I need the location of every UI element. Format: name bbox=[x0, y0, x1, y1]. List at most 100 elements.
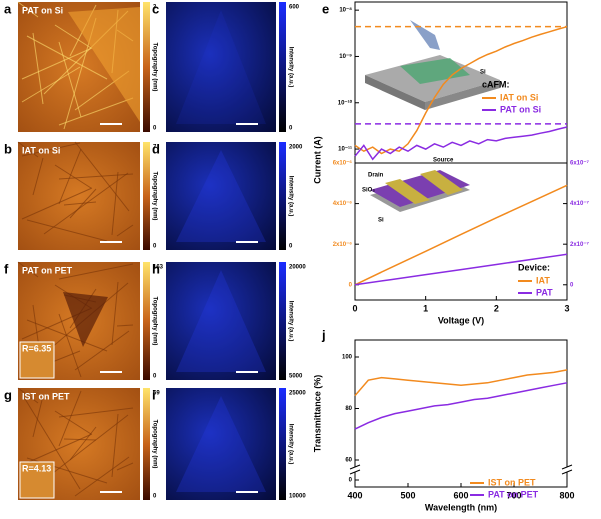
panel-letter: a bbox=[4, 1, 12, 16]
flake bbox=[63, 292, 108, 347]
texture bbox=[17, 387, 39, 404]
image bbox=[166, 262, 276, 380]
colorbar-label: Intensity (a.u.) bbox=[287, 47, 293, 88]
texture bbox=[54, 24, 92, 49]
image bbox=[166, 142, 276, 250]
texture bbox=[116, 324, 134, 327]
colorbar-label: Topography (nm) bbox=[151, 297, 157, 346]
legend-label: IST on PET bbox=[488, 477, 536, 487]
colorbar-max: 7 bbox=[153, 145, 157, 151]
device-inset bbox=[370, 170, 470, 212]
x-tick-label: 1 bbox=[423, 303, 428, 313]
colorbar bbox=[143, 2, 150, 132]
texture bbox=[54, 164, 92, 189]
annotation: Source bbox=[433, 158, 454, 164]
panel-letter: g bbox=[4, 387, 12, 402]
panel-letter: e bbox=[322, 1, 329, 16]
break-mark bbox=[561, 469, 573, 475]
inset bbox=[19, 461, 55, 499]
y-tick-label: 10⁻¹¹ bbox=[338, 146, 352, 153]
image bbox=[166, 388, 276, 500]
texture bbox=[54, 410, 92, 435]
annotation: SiO₂ bbox=[362, 188, 375, 194]
x-tick-label: 3 bbox=[564, 303, 569, 313]
series-line bbox=[354, 369, 568, 397]
colorbar-label: Intensity (a.u.) bbox=[287, 176, 293, 217]
y-tick-label: 10⁻¹⁰ bbox=[338, 99, 353, 106]
x-axis-label: Wavelength (nm) bbox=[425, 502, 497, 512]
x-tick-label: 700 bbox=[506, 490, 521, 500]
legend-label: IAT on Si bbox=[500, 92, 538, 102]
texture bbox=[58, 390, 82, 447]
texture bbox=[21, 393, 81, 490]
image bbox=[166, 2, 276, 132]
texture bbox=[21, 187, 93, 220]
colorbar-max: 20000 bbox=[289, 265, 306, 271]
texture bbox=[26, 219, 108, 242]
colorbar-min: 5000 bbox=[289, 374, 303, 380]
x-axis-label: Voltage (V) bbox=[438, 315, 484, 325]
texture bbox=[43, 414, 129, 481]
flake bbox=[176, 150, 266, 242]
series-line bbox=[354, 382, 568, 430]
legend-label: PAT bbox=[536, 287, 553, 297]
colorbar-min: 0 bbox=[153, 494, 157, 500]
colorbar-min: 0 bbox=[289, 126, 293, 132]
legend-title: Device: bbox=[518, 262, 550, 272]
texture bbox=[63, 201, 97, 206]
colorbar-min: 0 bbox=[289, 244, 293, 250]
y-axis-label: Transmittance (%) bbox=[312, 375, 322, 453]
flake bbox=[176, 270, 266, 372]
annotation: Drain bbox=[368, 173, 384, 179]
colorbar-min: 0 bbox=[153, 374, 157, 380]
y-tick-label: 0 bbox=[349, 282, 353, 288]
y-tick-label: 60 bbox=[345, 458, 352, 464]
texture bbox=[21, 66, 81, 103]
series-line bbox=[354, 126, 568, 161]
colorbar-max: 3 bbox=[153, 5, 157, 11]
texture bbox=[58, 173, 134, 180]
x-tick-label: 400 bbox=[347, 490, 362, 500]
colorbar bbox=[279, 2, 286, 132]
colorbar bbox=[279, 262, 286, 380]
colorbar-max: 25000 bbox=[289, 391, 306, 397]
texture bbox=[43, 172, 129, 235]
series-line bbox=[354, 184, 568, 286]
colorbar-label: Intensity (a.u.) bbox=[287, 301, 293, 342]
texture bbox=[69, 426, 97, 461]
texture bbox=[58, 407, 134, 418]
texture bbox=[17, 141, 39, 158]
panel-letter: f bbox=[4, 261, 9, 276]
y-axis-label: Current (A) bbox=[312, 136, 322, 184]
flake bbox=[176, 10, 266, 124]
colorbar bbox=[279, 388, 286, 500]
colorbar-max: 69 bbox=[153, 391, 160, 397]
texture bbox=[32, 157, 44, 196]
legend-title: cAFM: bbox=[482, 79, 510, 89]
break-mark bbox=[349, 469, 361, 475]
colorbar-max: 600 bbox=[289, 5, 300, 11]
y-tick-label: 100 bbox=[342, 355, 353, 361]
colorbar-label: Topography (nm) bbox=[151, 420, 157, 469]
flake bbox=[68, 7, 140, 122]
texture bbox=[111, 281, 119, 346]
texture bbox=[32, 395, 44, 438]
texture bbox=[116, 462, 134, 471]
texture bbox=[21, 47, 93, 80]
y2-tick-label: 2x10⁻⁷ bbox=[570, 242, 590, 248]
texture bbox=[58, 263, 134, 280]
panel-letter: j bbox=[321, 327, 326, 342]
plot-frame bbox=[354, 162, 568, 301]
texture bbox=[58, 41, 82, 118]
colorbar-min: 0 bbox=[153, 244, 157, 250]
y-tick-label: 80 bbox=[345, 406, 352, 412]
texture bbox=[111, 413, 119, 478]
x-tick-label: 500 bbox=[400, 490, 415, 500]
legend-label: PAT on PET bbox=[488, 489, 539, 499]
texture bbox=[21, 142, 81, 157]
legend-label: PAT on Si bbox=[500, 104, 541, 114]
colorbar bbox=[143, 142, 150, 250]
series-line bbox=[354, 253, 568, 286]
panel-label: PAT on PET bbox=[22, 265, 73, 275]
